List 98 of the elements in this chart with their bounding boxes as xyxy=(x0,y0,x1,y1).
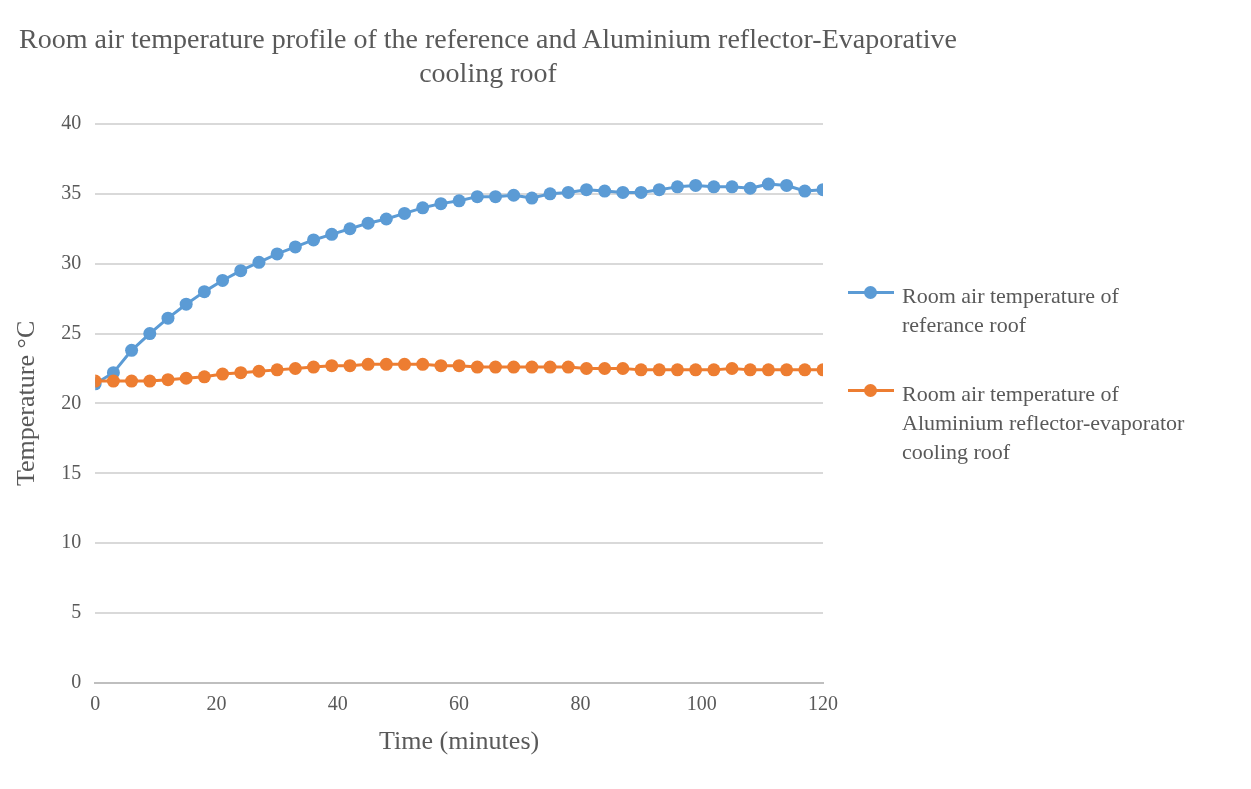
x-tick-label: 0 xyxy=(90,692,101,715)
point xyxy=(416,357,430,371)
point xyxy=(270,247,284,261)
point xyxy=(179,297,193,311)
point xyxy=(761,177,775,191)
point xyxy=(488,360,502,374)
point xyxy=(343,359,357,373)
point xyxy=(780,178,794,192)
point xyxy=(743,181,757,195)
point xyxy=(543,187,557,201)
y-tick-label: 15 xyxy=(61,460,82,483)
point xyxy=(561,360,575,374)
point xyxy=(780,363,794,377)
x-tick-label: 100 xyxy=(686,692,717,715)
point xyxy=(416,201,430,215)
point xyxy=(125,343,139,357)
point xyxy=(288,240,302,254)
point xyxy=(634,185,648,199)
x-tick-label: 20 xyxy=(206,692,227,715)
point xyxy=(761,363,775,377)
point xyxy=(379,357,393,371)
point xyxy=(670,363,684,377)
point xyxy=(434,197,448,211)
point xyxy=(470,360,484,374)
point xyxy=(161,311,175,325)
point xyxy=(543,360,557,374)
point xyxy=(398,206,412,220)
point xyxy=(216,367,230,381)
point xyxy=(361,357,375,371)
point xyxy=(488,190,502,204)
point xyxy=(598,361,612,375)
y-tick-label: 35 xyxy=(61,181,82,204)
point xyxy=(507,360,521,374)
point xyxy=(270,363,284,377)
y-tick-label: 10 xyxy=(61,530,82,553)
y-tick-label: 0 xyxy=(71,670,82,693)
point xyxy=(652,363,666,377)
point xyxy=(398,357,412,371)
chart-title: Room air temperature profile of the reference and Aluminium reflector-Evaporative cooling roof xyxy=(18,22,958,90)
point xyxy=(343,222,357,236)
point xyxy=(652,183,666,197)
point xyxy=(288,361,302,375)
point xyxy=(106,374,120,388)
point xyxy=(234,264,248,278)
point xyxy=(379,212,393,226)
point xyxy=(179,371,193,385)
point xyxy=(197,370,211,384)
point xyxy=(252,364,266,378)
y-tick-label: 40 xyxy=(61,111,82,134)
legend-label: Room air temperature of referance roof xyxy=(902,281,1120,339)
point xyxy=(725,180,739,194)
point xyxy=(616,185,630,199)
point xyxy=(579,361,593,375)
point xyxy=(579,183,593,197)
y-tick-label: 30 xyxy=(61,250,82,273)
y-tick-label: 5 xyxy=(71,600,82,623)
point xyxy=(525,360,539,374)
point xyxy=(707,363,721,377)
point xyxy=(798,363,812,377)
point xyxy=(197,285,211,299)
point xyxy=(798,184,812,198)
point xyxy=(598,184,612,198)
point xyxy=(434,359,448,373)
point xyxy=(707,180,721,194)
y-tick-label: 20 xyxy=(61,390,82,413)
point xyxy=(125,374,139,388)
point xyxy=(143,327,157,341)
y-tick-label: 25 xyxy=(61,320,82,343)
point xyxy=(616,361,630,375)
y-axis-title: Temperature °C xyxy=(11,320,41,487)
x-tick-label: 60 xyxy=(449,692,470,715)
point xyxy=(452,194,466,208)
x-tick-label: 120 xyxy=(808,692,838,715)
point xyxy=(216,273,230,287)
legend-label: Room air temperature of Aluminium reflector-evaporator cooling roof xyxy=(902,379,1186,466)
point xyxy=(689,363,703,377)
point xyxy=(743,363,757,377)
point xyxy=(725,361,739,375)
point xyxy=(307,360,321,374)
point xyxy=(689,178,703,192)
point xyxy=(507,188,521,202)
point xyxy=(561,185,575,199)
x-axis-title: Time (minutes) xyxy=(379,726,540,756)
point xyxy=(634,363,648,377)
point xyxy=(307,233,321,247)
x-tick-label: 80 xyxy=(570,692,591,715)
point xyxy=(143,374,157,388)
point xyxy=(670,180,684,194)
point xyxy=(361,216,375,230)
point xyxy=(470,190,484,204)
point xyxy=(325,359,339,373)
point xyxy=(252,255,266,269)
point xyxy=(325,227,339,241)
point xyxy=(525,191,539,205)
point xyxy=(234,366,248,380)
point xyxy=(161,373,175,387)
point xyxy=(452,359,466,373)
x-tick-label: 40 xyxy=(327,692,348,715)
